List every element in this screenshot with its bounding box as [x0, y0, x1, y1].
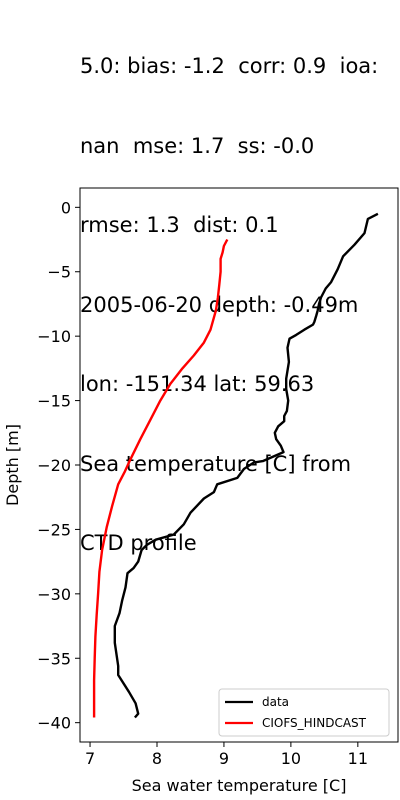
y-tick-label: 0: [61, 198, 71, 217]
chart-title: 5.0: bias: -1.2 corr: 0.9 ioa: nan mse: …: [80, 0, 398, 583]
y-tick-label: −25: [37, 520, 71, 539]
y-tick-label: −35: [37, 649, 71, 668]
title-line-1: 5.0: bias: -1.2 corr: 0.9 ioa:: [80, 54, 379, 78]
legend: data CIOFS_HINDCAST: [218, 688, 390, 737]
x-tick-label: 10: [281, 749, 301, 768]
x-tick-label: 8: [152, 749, 162, 768]
series-line-ciofs-hindcast: [92, 238, 229, 718]
title-line-6: Sea temperature [C] from: [80, 451, 352, 476]
ticks-layer: 7 8 9 10 11 0 −5 −10 −15 −20 −25 −30 −35 −40: [37, 198, 368, 768]
y-tick-label: −5: [47, 263, 71, 282]
legend-label-ciofs-hindcast: CIOFS_HINDCAST: [262, 716, 367, 730]
series-line-data: [113, 212, 379, 719]
y-axis-label: Depth [m]: [3, 424, 22, 506]
x-tick-label: 9: [219, 749, 229, 768]
y-tick-label: −20: [37, 456, 71, 475]
title-line-3: rmse: 1.3 dist: 0.1: [80, 213, 279, 237]
title-line-2: nan mse: 1.7 ss: -0.0: [80, 133, 315, 158]
x-axis-label: Sea water temperature [C]: [132, 776, 347, 795]
x-tick-label: 11: [348, 749, 368, 768]
series-layer: [92, 212, 379, 719]
legend-box: [218, 688, 390, 737]
y-tick-label: −15: [37, 392, 71, 411]
y-tick-label: −30: [37, 585, 71, 604]
y-tick-label: −40: [37, 714, 71, 733]
legend-label-data: data: [262, 695, 289, 709]
title-line-5: lon: -151.34 lat: 59.63: [80, 372, 315, 396]
x-tick-label: 7: [85, 749, 95, 768]
y-tick-label: −10: [37, 327, 71, 346]
